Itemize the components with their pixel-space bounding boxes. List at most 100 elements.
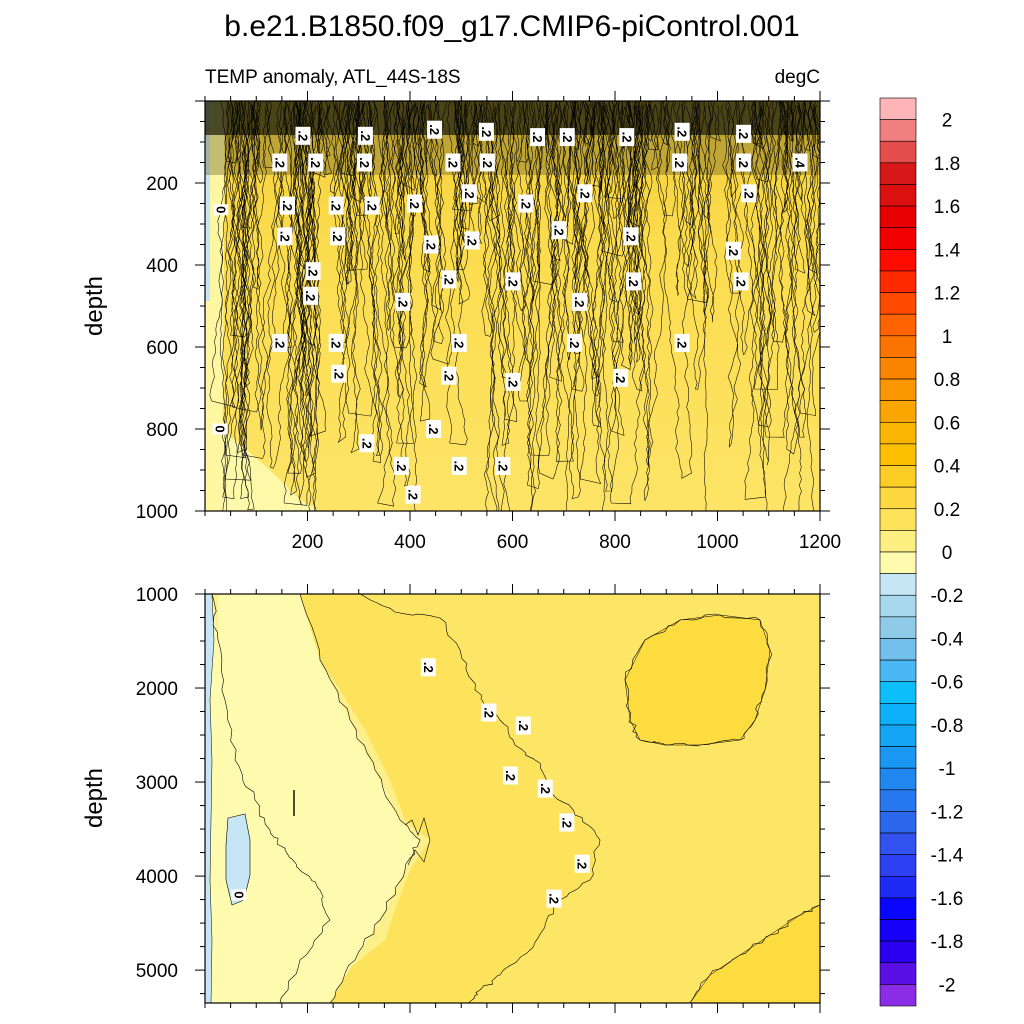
upper-contour-line [300,101,327,437]
contour-label-text: .2 [479,126,494,137]
contour-label-bg [741,184,757,203]
contour-label-text: 0 [212,425,227,432]
contour-label-bg [305,262,321,281]
contour-label-bg [736,153,752,172]
colorbar-box [879,335,917,358]
upper-contour-label: .2 [559,128,575,147]
upper-contour-label: .2 [461,184,477,203]
colorbar-box [879,681,917,704]
contour-label-bg [445,153,461,172]
upper-contour-line [482,101,507,511]
upper-contour-line [252,101,285,431]
contour-label-text: .2 [623,231,638,242]
contour-label-bg [725,241,741,260]
upper-contour-line [344,101,361,272]
contour-label-text: .2 [308,157,323,168]
upper-contour-line [225,101,246,459]
contour-label-bg [308,153,324,172]
contour-label-bg [295,126,311,145]
upper-x-tick-label: 400 [394,532,426,553]
contour-label-text: .2 [394,460,409,471]
subtitle-left: TEMP anomaly, ATL_44S-18S [205,67,461,88]
upper-contour-label: .2 [295,126,311,145]
contour-label-bg [619,128,635,147]
colorbar-label: 0.6 [934,413,960,434]
upper-contour-line [563,101,582,360]
upper-contour-line [224,101,255,481]
colorbar-label: -2 [939,975,956,996]
upper-contour-line [517,101,530,163]
upper-contour-line [246,101,262,290]
colorbar-box [879,465,917,488]
colorbar-label: 0 [942,543,953,564]
colorbar-label: 0.8 [934,370,960,391]
upper-contour-line [627,101,653,363]
colorbar-label: -0.4 [931,629,964,650]
upper-contour-line [660,101,668,146]
contour-label-bg [623,227,639,246]
subtitle-right: degC [775,67,820,88]
upper-contour-label: .2 [530,128,546,147]
contour-label-text: .2 [675,126,690,137]
upper-contour-line [702,101,712,221]
contour-label-text: .2 [481,707,496,718]
upper-contour-line [385,101,406,398]
contour-label-bg [331,364,347,383]
upper-contour-line [479,101,518,423]
contour-label-text: .2 [726,245,741,256]
upper-contour-line [764,101,790,438]
upper-contour-label: .2 [518,194,534,213]
upper-contour-line [778,101,788,174]
upper-contour-line [475,101,505,511]
contour-label-text: .2 [619,132,634,143]
upper-y-tick-label: 600 [146,338,178,359]
upper-contour-line [686,101,709,303]
upper-contour-label: .2 [356,153,372,172]
colorbar-box [879,875,917,899]
lower-warm-patch-1 [624,614,771,746]
lower-contour-line [404,816,431,866]
upper-y-axis-label: depth [81,276,108,336]
upper-panel: TEMP anomaly, ATL_44S-18S degC .2 .2 .2 .2.… [81,67,841,553]
upper-contour-line [646,101,656,142]
contour-label-text: .2 [480,157,495,168]
upper-contour-line [242,101,288,459]
upper-contour-label: .2 [623,227,639,246]
upper-contour-line [430,101,463,365]
upper-contour-line [564,101,574,511]
upper-contour-label: .2 [464,231,480,250]
upper-contour-label: .2 [495,456,511,475]
upper-contour-label: .2 [407,194,423,213]
upper-contour-line [473,101,498,204]
colorbar-label: 1.4 [934,240,961,261]
upper-contour-line [290,101,306,506]
colorbar-label: -0.2 [931,586,964,607]
contour-label-text: .2 [506,276,521,287]
contour-label-bg [733,272,749,291]
contour-label-text: .2 [303,290,318,301]
colorbar-box [879,486,917,510]
contour-label-bg [625,272,641,291]
upper-contour-label: .2 [451,456,467,475]
upper-contour-line [262,101,279,169]
upper-contour-line [750,101,756,145]
upper-x-tick-label: 1000 [696,532,738,553]
contour-label-text: .2 [421,662,436,673]
contour-label-text: .2 [675,337,690,348]
colorbar-box [879,119,917,142]
upper-contour-label: .2 [393,456,409,475]
upper-contour-line [531,101,560,285]
contour-label-bg [479,153,495,172]
upper-contour-label: .2 [505,372,521,391]
lower-region-01-00-west [218,594,420,1003]
contour-label-text: .2 [734,276,749,287]
contour-label-bg [674,122,690,141]
contour-label-text: 0 [213,206,228,213]
lower-y-axis-label: depth [81,768,108,828]
upper-contour-line [804,101,820,317]
upper-contour-line [598,101,609,197]
contour-label-bg [277,227,293,246]
contour-label-bg [426,420,442,438]
contour-label-bg [357,126,373,145]
contour-label-text: .2 [395,296,410,307]
